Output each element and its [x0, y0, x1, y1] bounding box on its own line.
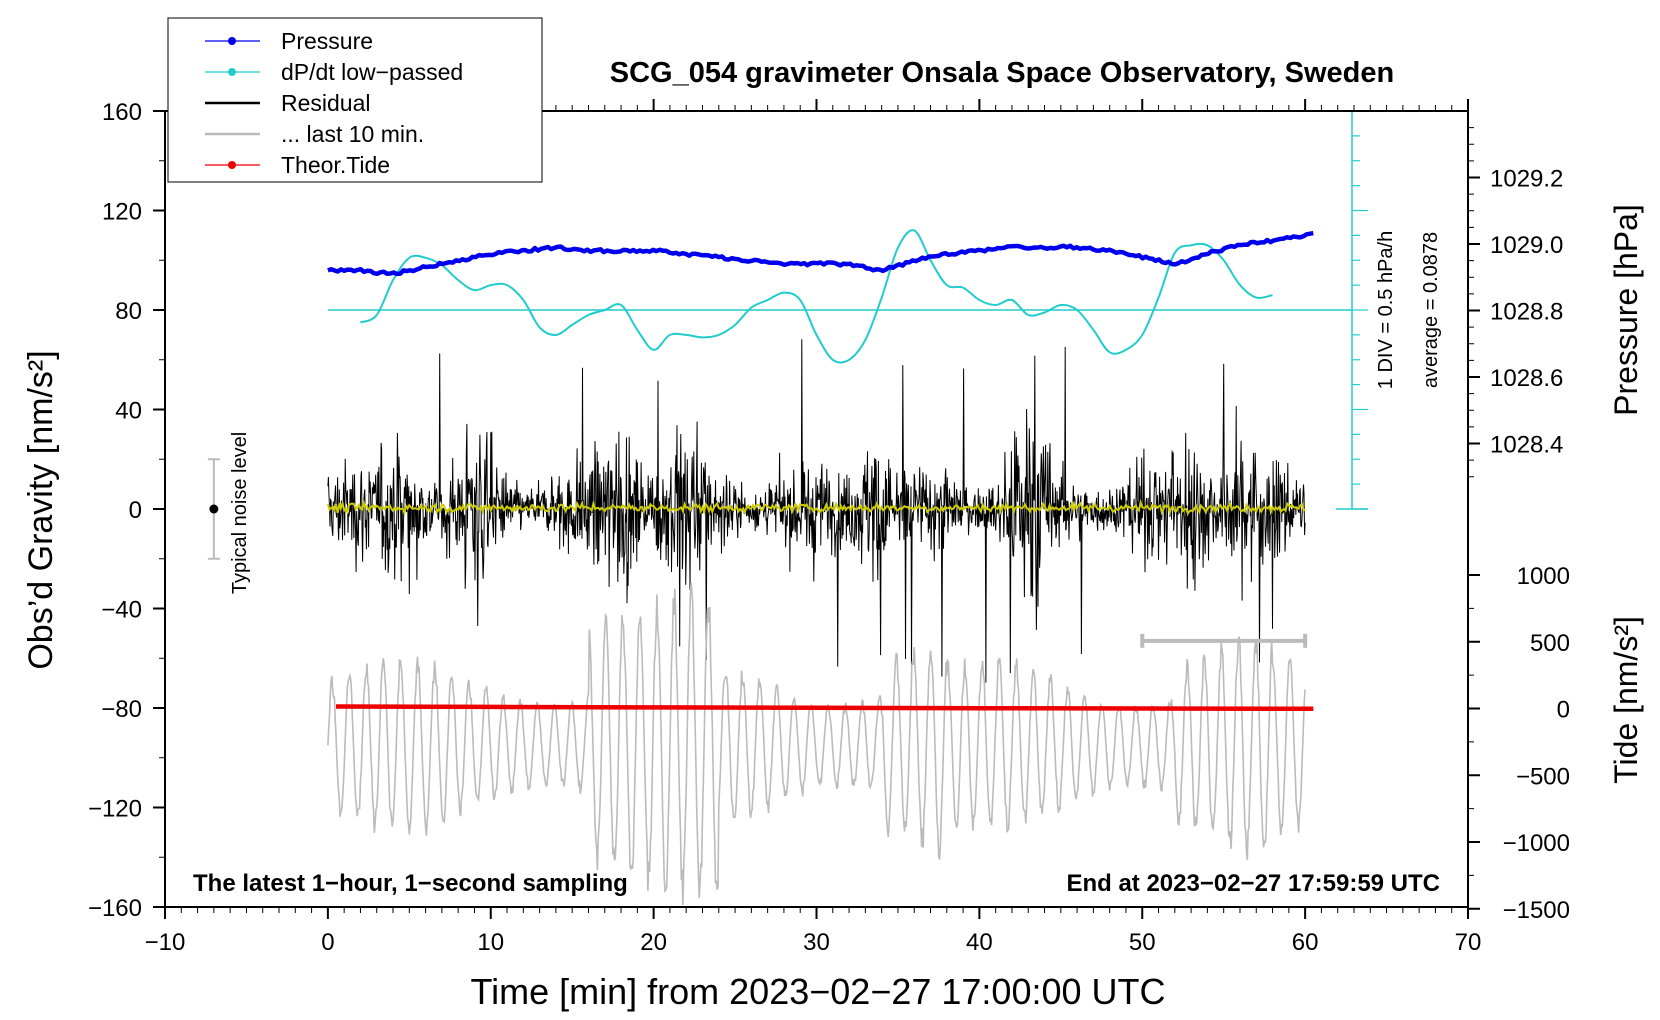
legend-box: [167, 17, 543, 183]
axis-ticks: [153, 99, 1480, 919]
y-tick-label: 160: [102, 99, 142, 126]
tide-tick-label: 0: [1557, 697, 1570, 724]
legend-marker: [228, 161, 236, 169]
pressure-tick-label: 1029.2: [1490, 166, 1563, 193]
tide-tick-label: −500: [1516, 763, 1570, 790]
legend-label: Theor.Tide: [281, 152, 390, 178]
x-tick-label: 70: [1455, 929, 1482, 956]
dpdt-line: [360, 229, 1273, 364]
pressure-line: [327, 230, 1314, 277]
noise-bar-dot: [209, 504, 219, 514]
legend-marker: [228, 37, 236, 45]
y-tick-label: 0: [129, 497, 142, 524]
x-tick-label: −10: [145, 929, 186, 956]
tide-tick-label: 1000: [1517, 563, 1570, 590]
pressure-axis-label: Pressure [hPa]: [1608, 204, 1644, 416]
y-tick-labels: 160 120 80 40 0 −40 −80 −120 −160: [88, 99, 142, 922]
x-tick-labels: −10 0 10 20 30 40 50 60 70: [145, 929, 1482, 956]
x-tick-label: 20: [640, 929, 667, 956]
y-tick-label: 120: [102, 199, 142, 226]
pressure-tick-label: 1029.0: [1490, 232, 1563, 259]
residual-smoothed-series: [326, 498, 1306, 516]
x-tick-label: 30: [803, 929, 830, 956]
tide-tick-label: 500: [1530, 630, 1570, 657]
chart-title: SCG_054 gravimeter Onsala Space Observat…: [610, 57, 1394, 89]
annotation-average: average = 0.0878: [1420, 232, 1442, 388]
legend: Pressure dP/dt low−passed Residual ... last…: [167, 17, 543, 183]
x-axis-label: Time [min] from 2023−02−27 17:00:00 UTC: [470, 971, 1165, 1012]
tide-tick-labels: 1000 500 0 −500 −1000 −1500: [1503, 563, 1570, 924]
x-tick-label: 0: [321, 929, 334, 956]
x-tick-label: 60: [1292, 929, 1319, 956]
x-tick-label: 10: [477, 929, 504, 956]
tide-axis-label: Tide [nm/s²]: [1608, 616, 1644, 784]
x-tick-label: 40: [966, 929, 993, 956]
legend-label: ... last 10 min.: [281, 121, 424, 147]
plot-extras: [207, 110, 1368, 648]
annotation-div: 1 DIV = 0.5 hPa/h: [1375, 231, 1397, 389]
legend-label: dP/dt low−passed: [281, 59, 463, 85]
annotation-end-time: End at 2023−02−27 17:59:59 UTC: [1066, 870, 1440, 897]
legend-label: Pressure: [281, 28, 373, 54]
y-tick-label: −120: [88, 796, 142, 823]
y-axis-label: Obs’d Gravity [nm/s²]: [22, 350, 60, 669]
pressure-series: [327, 230, 1314, 277]
tide-tick-label: −1500: [1503, 897, 1570, 924]
residual-line: [327, 339, 1306, 683]
y-tick-label: −40: [101, 597, 142, 624]
legend-label: Residual: [281, 90, 371, 116]
last-10-min-line: [327, 582, 1306, 906]
last-10-min-series: [327, 582, 1306, 906]
annotation-latest-hour: The latest 1−hour, 1−second sampling: [193, 870, 628, 897]
x-tick-label: 50: [1129, 929, 1156, 956]
pressure-tick-label: 1028.6: [1490, 365, 1563, 392]
y-tick-label: 40: [115, 398, 142, 425]
residual-series: [327, 339, 1306, 683]
legend-marker: [228, 68, 236, 76]
smoothed-residual-line: [326, 498, 1306, 516]
theor-tide-series: [335, 704, 1314, 712]
y-tick-label: 80: [115, 298, 142, 325]
y-tick-label: −80: [101, 696, 142, 723]
pressure-tick-labels: 1029.2 1029.0 1028.8 1028.6 1028.4: [1490, 166, 1563, 459]
y-tick-label: −160: [88, 895, 142, 922]
tide-tick-label: −1000: [1503, 830, 1570, 857]
pressure-tick-label: 1028.8: [1490, 299, 1563, 326]
pressure-tick-label: 1028.4: [1490, 432, 1563, 459]
dpdt-series: [327, 229, 1352, 364]
annotation-noise-level: Typical noise level: [229, 432, 251, 594]
theor-tide-line: [335, 704, 1314, 712]
